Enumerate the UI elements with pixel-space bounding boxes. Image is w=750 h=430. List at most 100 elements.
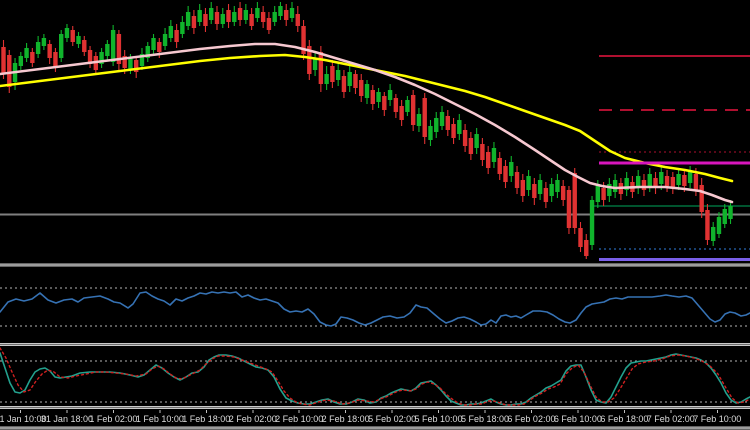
candle-body (341, 76, 347, 92)
candle-body (145, 46, 150, 58)
candle-body (209, 8, 214, 20)
candle-body (70, 30, 75, 42)
ma-fast-pink-line (0, 42, 734, 204)
candle-body (76, 36, 81, 44)
candle-body (387, 90, 393, 100)
candle-body (255, 8, 260, 18)
candle-body (64, 28, 70, 38)
candle-body (468, 138, 474, 154)
candle-body (347, 72, 352, 86)
time-axis-label: 31 Jan 10:00 (0, 414, 47, 424)
candle-body (612, 180, 618, 192)
candle-body (237, 8, 243, 20)
candle-body (301, 26, 306, 54)
candle-body (30, 52, 35, 63)
candle-body (295, 14, 300, 26)
candle-body (260, 12, 266, 22)
candle-body (405, 100, 410, 112)
ma-slow-yellow-line (0, 53, 734, 183)
candle-body (399, 106, 404, 120)
candle-body (134, 60, 139, 72)
candle-body (699, 185, 704, 212)
candle-body (249, 14, 254, 26)
candle-body (376, 92, 381, 102)
candle-body (664, 176, 670, 186)
candle-body (503, 166, 508, 182)
candle-body (543, 188, 549, 202)
candle-body (607, 184, 612, 196)
candle-body (653, 178, 658, 188)
candle-body (128, 58, 133, 70)
candle-body (226, 10, 231, 22)
candle-body (659, 172, 664, 184)
candle-body (722, 209, 727, 224)
indicator2-red-signal-line (0, 347, 750, 406)
candle-body (491, 148, 497, 162)
candle-body (520, 180, 525, 196)
candle-body (462, 130, 468, 146)
candle-body (636, 176, 641, 188)
candle-body (243, 10, 249, 20)
time-axis-label: 1 Feb 10:00 (136, 414, 184, 424)
time-axis-label: 5 Feb 02:00 (368, 414, 416, 424)
candle-body (1, 47, 6, 73)
candle-body (549, 184, 554, 196)
candle-body (393, 98, 399, 112)
candle-body (445, 116, 450, 130)
candle-body (560, 186, 566, 200)
candle-body (174, 30, 179, 42)
candle-body (139, 54, 145, 66)
candle-body (289, 8, 295, 18)
candle-body (110, 30, 116, 62)
candle-body (422, 98, 427, 137)
candle-body (682, 175, 687, 186)
candle-body (272, 12, 277, 22)
candle-body (497, 158, 502, 174)
candle-body (180, 22, 185, 34)
candle-body (532, 184, 537, 198)
candle-body (566, 190, 572, 228)
candle-body (537, 180, 543, 194)
candle-body (41, 38, 47, 46)
candle-body (330, 66, 335, 82)
candle-body (687, 172, 693, 183)
candle-body (353, 74, 358, 88)
candle-body (693, 174, 699, 190)
time-axis-label: 1 Feb 02:00 (89, 414, 137, 424)
candle-body (312, 58, 318, 70)
candle-body (266, 18, 272, 30)
time-axis-label: 31 Jan 18:00 (41, 414, 93, 424)
candle-body (214, 12, 220, 24)
candle-body (53, 52, 58, 68)
candle-body (151, 38, 156, 50)
candle-body (35, 42, 41, 54)
candle-body (87, 50, 93, 64)
time-axis-label: 6 Feb 10:00 (554, 414, 602, 424)
time-axis-label: 6 Feb 18:00 (600, 414, 648, 424)
candle-body (711, 227, 716, 241)
candle-body (410, 95, 416, 125)
candle-body (514, 172, 520, 188)
time-axis-label: 6 Feb 02:00 (507, 414, 555, 424)
candle-body (601, 188, 606, 200)
candle-body (457, 120, 462, 134)
candle-body (485, 152, 491, 168)
candle-body (82, 40, 87, 52)
time-axis-label: 1 Feb 18:00 (182, 414, 230, 424)
candle-body (428, 126, 433, 140)
time-axis-label: 2 Feb 10:00 (275, 414, 323, 424)
time-axis-label: 7 Feb 02:00 (647, 414, 695, 424)
candle-body (451, 124, 456, 138)
candle-body (364, 84, 370, 98)
candle-body (641, 180, 647, 190)
candle-body (185, 12, 191, 26)
candle-body (578, 228, 583, 247)
candle-body (572, 173, 577, 228)
candle-body (318, 52, 324, 84)
candle-body (284, 10, 289, 20)
candle-body (480, 144, 485, 160)
candle-body (59, 34, 64, 58)
candle-body (359, 80, 364, 96)
